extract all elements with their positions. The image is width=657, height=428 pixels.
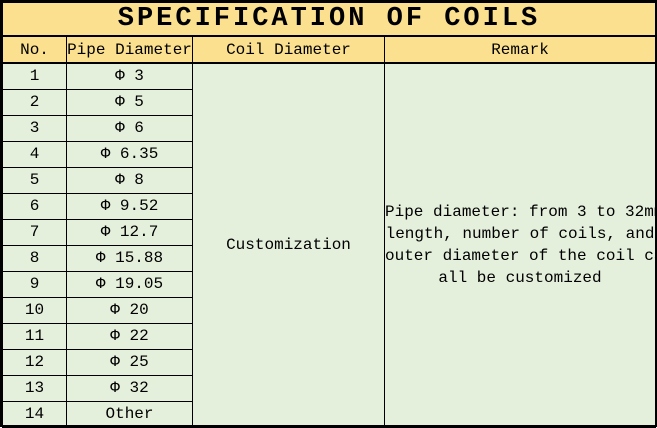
row-number-cell: 13 <box>2 374 67 402</box>
table-row: 5 Φ 8 <box>2 166 656 194</box>
table-row: 11 Φ 22 <box>2 322 656 350</box>
pipe-diameter-cell: Φ 22 <box>66 322 193 350</box>
row-number-cell: 4 <box>2 140 67 168</box>
table-row: 3 Φ 6 <box>2 114 656 142</box>
table-row: 12 Φ 25 <box>2 348 656 376</box>
table-row: 10 Φ 20 <box>2 296 656 324</box>
pipe-diameter-cell: Φ 5 <box>66 88 193 116</box>
coil-diameter-merged-cell: Customization <box>192 62 385 428</box>
pipe-diameter-cell: Φ 6.35 <box>66 140 193 168</box>
row-number-cell: 7 <box>2 218 67 246</box>
row-number-cell: 3 <box>2 114 67 142</box>
row-number-cell: 11 <box>2 322 67 350</box>
row-number-cell: 10 <box>2 296 67 324</box>
pipe-diameter-cell: Φ 8 <box>66 166 193 194</box>
pipe-diameter-cell: Φ 9.52 <box>66 192 193 220</box>
col-header-pipe-diameter: Pipe Diameter <box>66 35 193 64</box>
table-row: 6 Φ 9.52 <box>2 192 656 220</box>
row-number-cell: 9 <box>2 270 67 298</box>
pipe-diameter-cell: Φ 19.05 <box>66 270 193 298</box>
table-row: 13 Φ 32 <box>2 374 656 402</box>
pipe-diameter-cell: Φ 12.7 <box>66 218 193 246</box>
table-row: 9 Φ 19.05 <box>2 270 656 298</box>
pipe-diameter-cell: Φ 20 <box>66 296 193 324</box>
pipe-diameter-cell: Φ 32 <box>66 374 193 402</box>
remark-line: Pipe diameter: from 3 to 32mm. <box>385 203 656 222</box>
row-number-cell: 2 <box>2 88 67 116</box>
pipe-diameter-cell: Φ 3 <box>66 62 193 90</box>
row-number-cell: 6 <box>2 192 67 220</box>
page-title: SPECIFICATION OF COILS <box>1 2 657 37</box>
pipe-diameter-cell: Other <box>66 400 193 428</box>
row-number-cell: 8 <box>2 244 67 272</box>
table-row: 4 Φ 6.35 <box>2 140 656 168</box>
row-number-cell: 14 <box>2 400 67 428</box>
pipe-diameter-cell: Φ 6 <box>66 114 193 142</box>
row-number-cell: 1 <box>2 62 67 90</box>
remark-line: length, number of coils, and <box>385 225 655 244</box>
remark-line: outer diameter of the coil can <box>385 247 656 266</box>
table-row: 14 Other <box>2 400 656 428</box>
table-row: 8 Φ 15.88 <box>2 244 656 272</box>
col-header-no: No. <box>2 35 67 64</box>
table-row: 1 Φ 3 Customization Pipe diameter: from … <box>2 62 657 428</box>
remark-line: all be customized <box>438 269 602 288</box>
row-number-cell: 12 <box>2 348 67 376</box>
table-row: 7 Φ 12.7 <box>2 218 656 246</box>
pipe-diameter-cell: Φ 15.88 <box>66 244 193 272</box>
col-header-remark: Remark <box>383 35 657 64</box>
remark-text: Pipe diameter: from 3 to 32mm. length, n… <box>385 201 656 289</box>
col-header-coil-diameter: Coil Diameter <box>192 35 385 64</box>
row-number-cell: 5 <box>2 166 67 194</box>
pipe-diameter-cell: Φ 25 <box>66 348 193 376</box>
remark-merged-cell: Pipe diameter: from 3 to 32mm. length, n… <box>383 62 657 428</box>
